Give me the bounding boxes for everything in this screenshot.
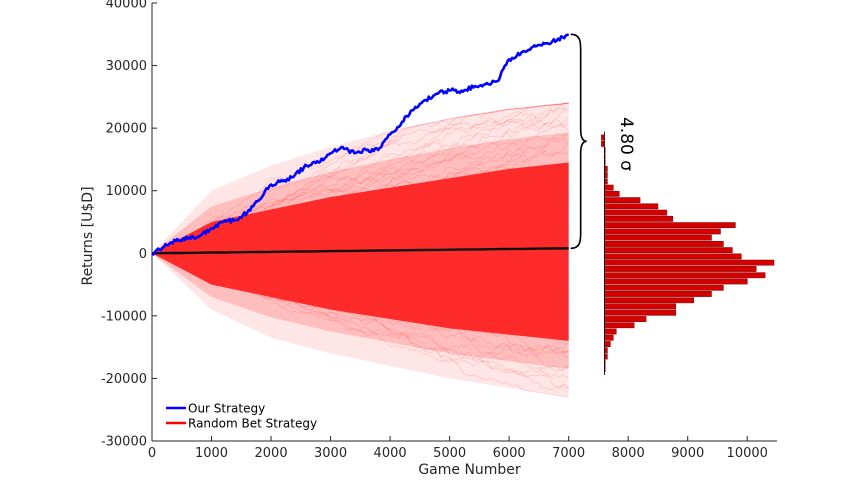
x-tick-label: 2000 xyxy=(255,446,288,461)
histogram-bar xyxy=(604,178,608,185)
histogram-bar xyxy=(604,241,724,247)
histogram-bar xyxy=(604,247,733,254)
histogram-bar xyxy=(604,266,757,272)
histogram-bar xyxy=(604,222,736,229)
y-axis-title: Returns [U$D] xyxy=(80,186,96,285)
histogram-bar xyxy=(604,197,641,204)
histogram-bar xyxy=(604,316,647,322)
x-tick-label: 9000 xyxy=(671,446,704,461)
y-tick-label: -10000 xyxy=(101,309,147,324)
y-tick-label: -30000 xyxy=(101,435,147,450)
histogram-bar xyxy=(604,215,674,222)
series-lines xyxy=(151,33,570,256)
our-strategy-line xyxy=(151,33,570,256)
histogram-bar xyxy=(604,291,712,297)
y-tick-label: 0 xyxy=(139,247,147,262)
x-tick-label: 0 xyxy=(148,446,156,461)
legend-label: Our Strategy xyxy=(188,402,265,416)
histogram-bar xyxy=(604,253,742,260)
random-bet-mean-line xyxy=(151,247,569,255)
x-tick-label: 7000 xyxy=(552,446,585,461)
histogram-bar xyxy=(604,184,614,191)
histogram-bar xyxy=(604,209,668,216)
histogram-bar xyxy=(604,322,635,329)
histogram-bar xyxy=(604,278,748,285)
x-tick-label: 5000 xyxy=(433,446,466,461)
histogram-bar xyxy=(604,353,608,360)
x-tick-label: 1000 xyxy=(195,446,228,461)
histogram-bar xyxy=(601,140,605,147)
x-axis-title: Game Number xyxy=(418,462,521,478)
histogram-bar xyxy=(604,309,677,316)
histogram-bar xyxy=(604,328,617,335)
histogram-bar xyxy=(604,203,659,210)
histogram-bar xyxy=(604,297,694,304)
random-trajectory xyxy=(151,107,569,254)
x-tick-label: 8000 xyxy=(612,446,645,461)
histogram-bar xyxy=(604,284,724,291)
histogram-bar xyxy=(604,272,766,279)
histogram-bar xyxy=(604,334,614,341)
histogram-bar xyxy=(604,190,620,197)
histogram-bar xyxy=(604,303,677,310)
sigma-label: 4.80 σ xyxy=(616,117,636,171)
legend-label: Random Bet Strategy xyxy=(188,417,317,431)
histogram-bar xyxy=(604,165,608,172)
histogram-bar xyxy=(604,259,775,266)
axes: 0 1000 2000 3000 4000 5000 6000 7000 8000 9000 100… xyxy=(80,0,777,478)
x-tick-label: 4000 xyxy=(374,446,407,461)
histogram-bar xyxy=(604,234,712,241)
returns-histogram xyxy=(601,131,775,376)
y-tick-label: 20000 xyxy=(106,122,147,137)
histogram-bar xyxy=(604,347,608,354)
x-tick-label: 6000 xyxy=(493,446,526,461)
sigma-brace xyxy=(570,33,587,250)
y-tick-label: 40000 xyxy=(106,0,147,12)
y-tick-label: 30000 xyxy=(106,59,147,74)
random-trajectory xyxy=(151,102,569,254)
y-tick-label: 10000 xyxy=(106,184,147,199)
random-trajectory xyxy=(151,102,569,254)
histogram-bar xyxy=(604,172,608,178)
histogram-bar xyxy=(604,228,721,235)
histogram-bar xyxy=(601,134,605,141)
x-tick-label: 10000 xyxy=(727,446,768,461)
x-tick-label: 3000 xyxy=(314,446,347,461)
histogram-bar xyxy=(604,341,611,347)
y-tick-label: -20000 xyxy=(101,372,147,387)
